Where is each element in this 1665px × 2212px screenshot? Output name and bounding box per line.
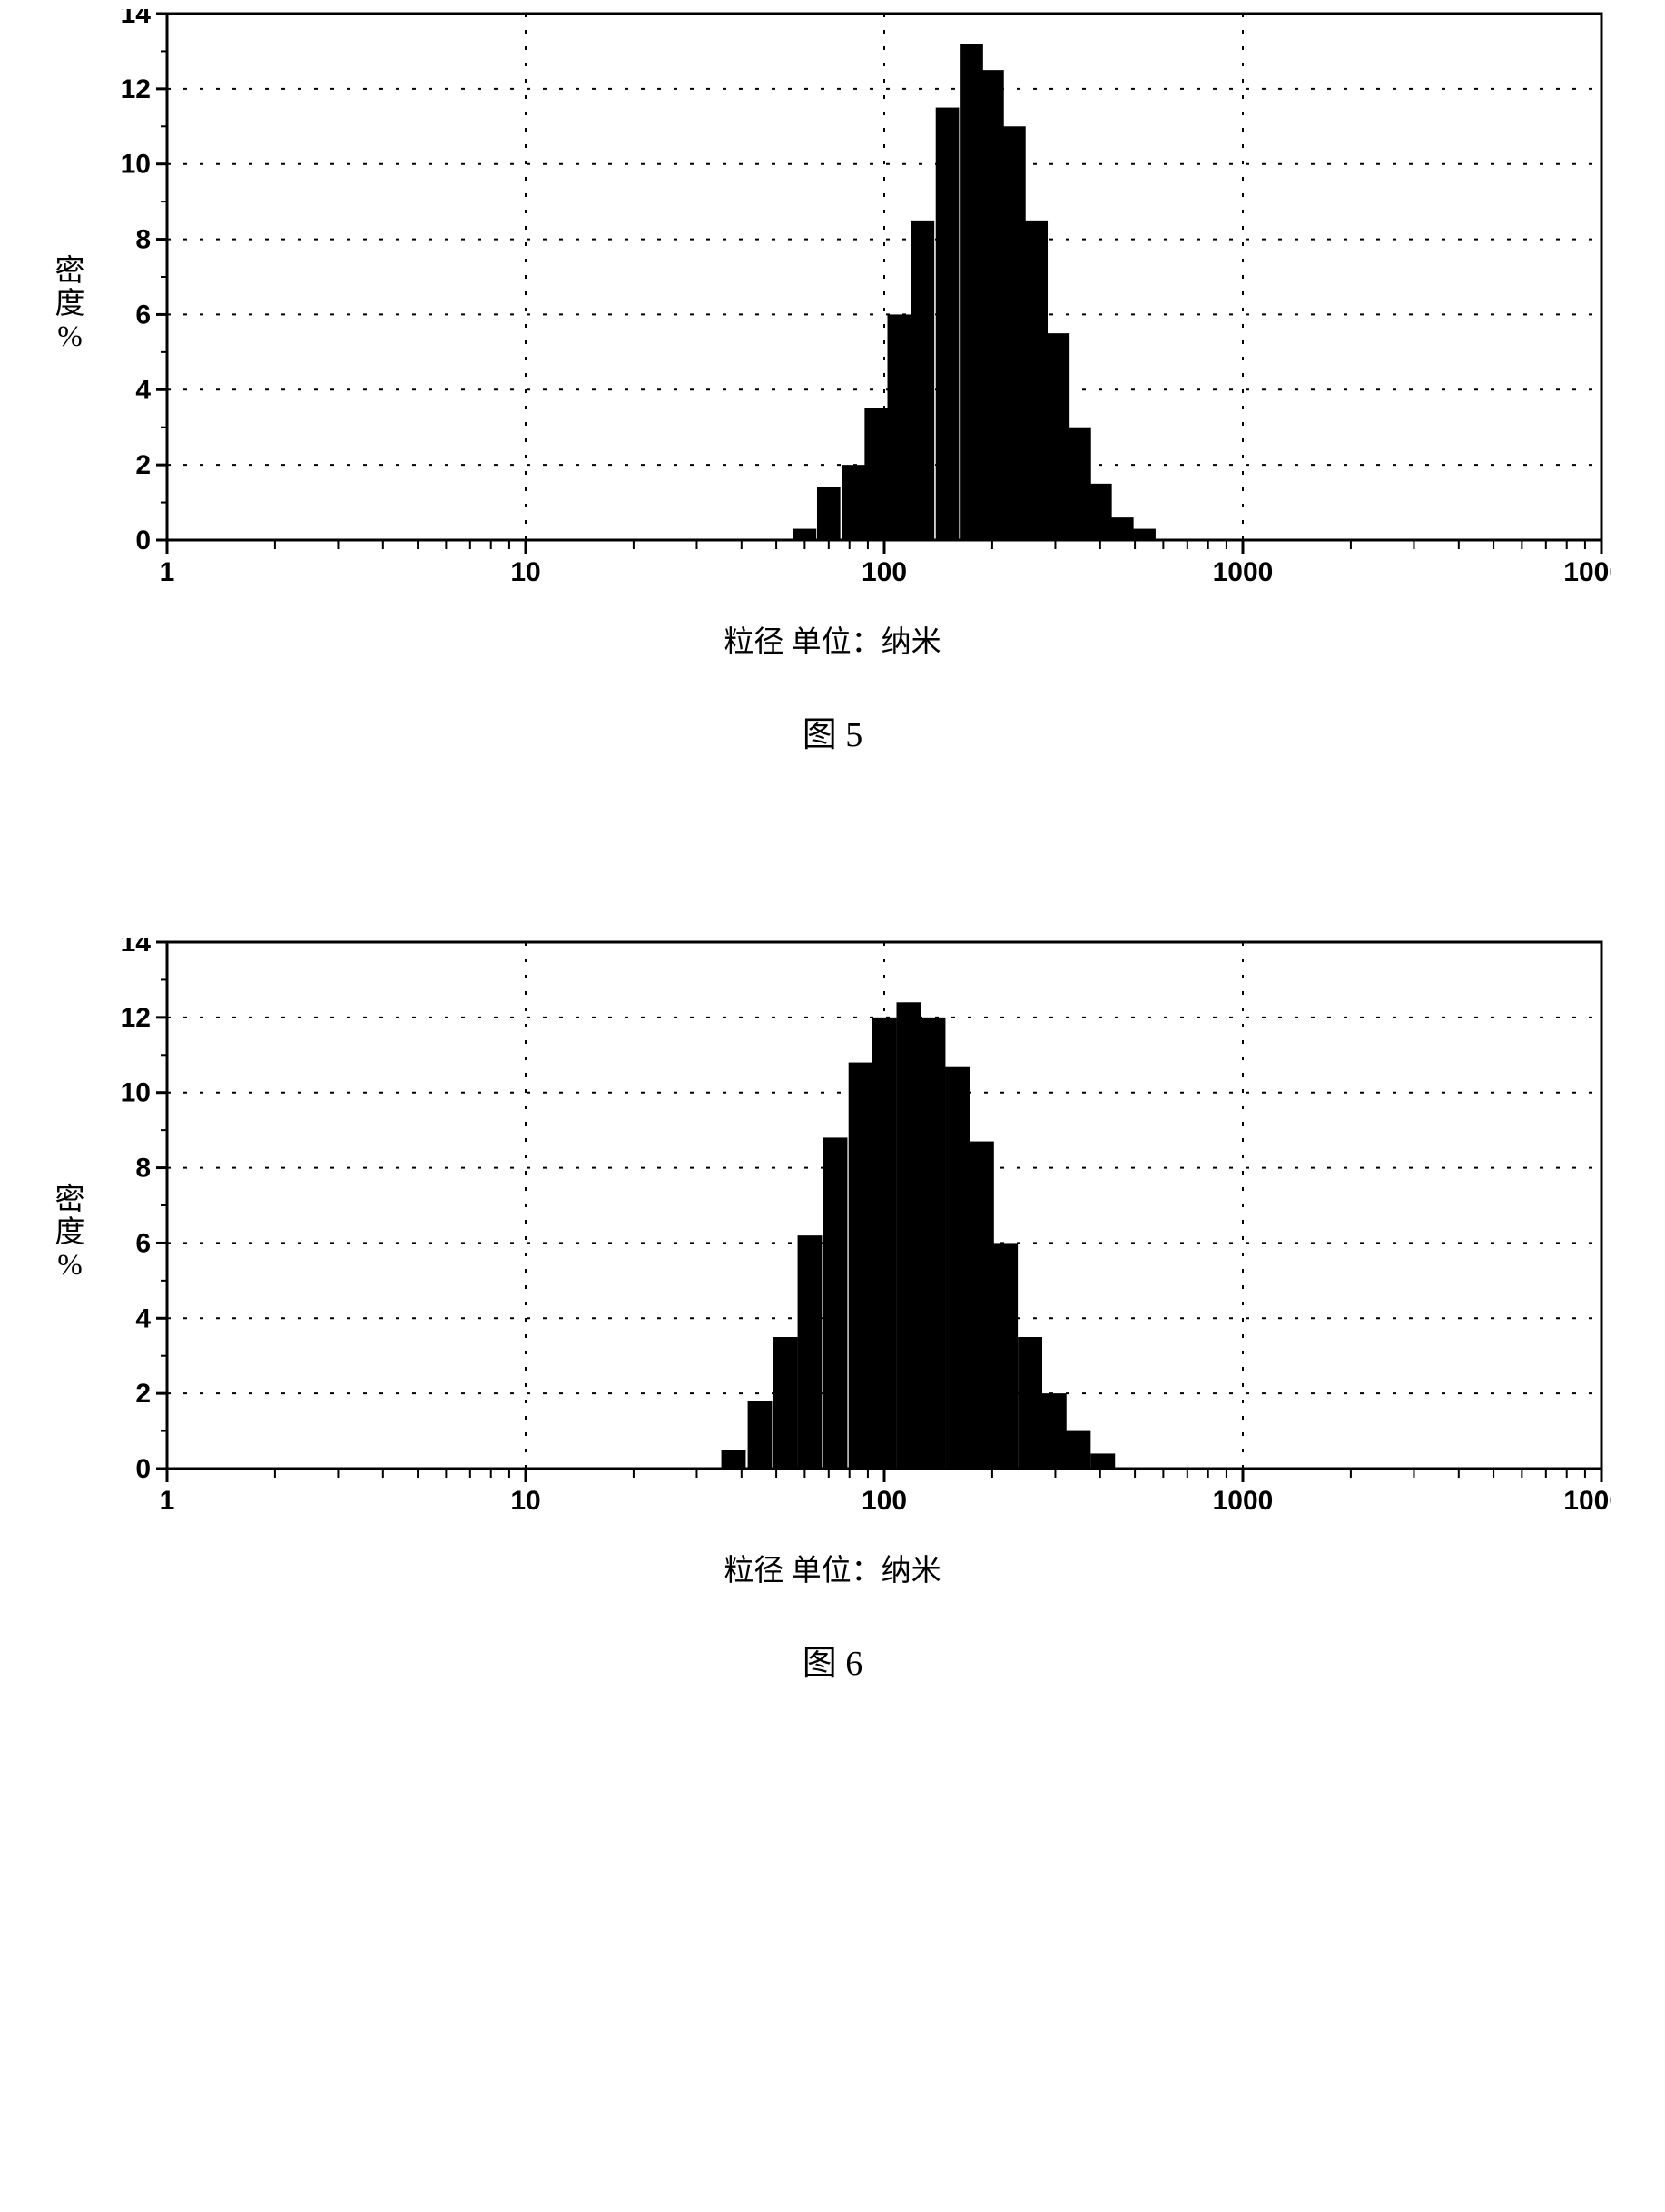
svg-text:10: 10 (510, 557, 540, 587)
svg-text:6: 6 (135, 1228, 151, 1258)
svg-text:100: 100 (861, 1486, 906, 1516)
figure-6-row: 密度% 0 2 4 6 8 10 12 14 1 10 100 1000 10000 (55, 938, 1611, 1528)
svg-text:10000: 10000 (1563, 1486, 1611, 1516)
svg-text:1000: 1000 (1212, 557, 1273, 587)
svg-text:6: 6 (135, 300, 151, 329)
svg-text:1000: 1000 (1212, 1486, 1273, 1516)
figure-5-row: 密度% 0 2 4 6 8 10 12 14 1 10 100 1000 10000 (55, 9, 1611, 599)
svg-text:10: 10 (120, 150, 150, 180)
histogram-chart-6: 0 2 4 6 8 10 12 14 1 10 100 1000 10000 (94, 938, 1611, 1528)
y-axis-label: 密度% (55, 1184, 85, 1283)
svg-text:0: 0 (135, 1454, 151, 1484)
svg-text:10: 10 (120, 1078, 150, 1108)
histogram-chart-5: 0 2 4 6 8 10 12 14 1 10 100 1000 10000 (94, 9, 1611, 599)
x-axis-label: 粒径 单位：纳米 (724, 617, 941, 661)
svg-text:8: 8 (135, 225, 151, 255)
svg-text:14: 14 (120, 938, 151, 958)
svg-text:14: 14 (120, 9, 151, 29)
svg-text:12: 12 (120, 74, 150, 104)
figure-5: 密度% 02468101214110100100010000 粒径 单位：纳米 … (0, 9, 1665, 756)
svg-text:0: 0 (135, 526, 151, 555)
svg-text:10: 10 (510, 1486, 540, 1516)
figure-caption: 图 5 (803, 706, 863, 756)
svg-text:2: 2 (135, 1379, 151, 1409)
figure-caption: 图 6 (803, 1635, 863, 1685)
svg-text:1: 1 (159, 1486, 174, 1516)
svg-text:4: 4 (135, 375, 151, 405)
svg-text:12: 12 (120, 1003, 150, 1033)
y-axis-label: 密度% (55, 255, 85, 354)
x-axis-label: 粒径 单位：纳米 (724, 1546, 941, 1589)
svg-text:10000: 10000 (1563, 557, 1611, 587)
figure-6: 密度% 02468101214110100100010000 粒径 单位：纳米 … (0, 938, 1665, 1685)
svg-text:4: 4 (135, 1303, 151, 1333)
svg-text:2: 2 (135, 450, 151, 480)
svg-text:1: 1 (159, 557, 174, 587)
svg-text:100: 100 (861, 557, 906, 587)
svg-text:8: 8 (135, 1154, 151, 1184)
